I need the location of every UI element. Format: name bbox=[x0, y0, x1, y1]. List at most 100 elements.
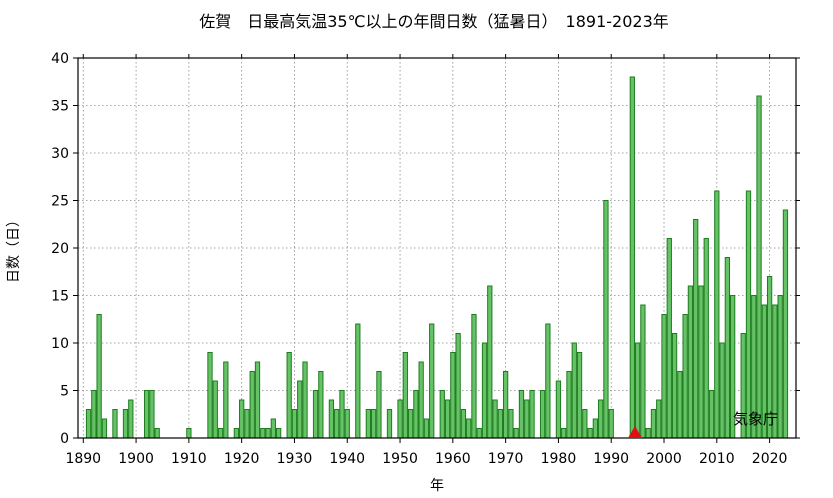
bar-1919 bbox=[233, 428, 240, 439]
bar-1940 bbox=[344, 409, 350, 439]
y-tick-label: 0 bbox=[60, 431, 69, 447]
bar-1994 bbox=[629, 76, 635, 439]
bar-1916 bbox=[217, 428, 224, 439]
x-tick-label: 1900 bbox=[118, 451, 154, 467]
bar-1989 bbox=[603, 200, 609, 439]
x-tick-label: 1890 bbox=[65, 451, 101, 467]
bar-2001 bbox=[666, 238, 672, 439]
y-tick-label: 35 bbox=[51, 99, 69, 115]
bar-1902 bbox=[143, 390, 150, 439]
bar-1969 bbox=[497, 409, 503, 439]
x-tick-label: 1950 bbox=[382, 451, 418, 467]
bar-1910 bbox=[186, 428, 192, 439]
bar-1920 bbox=[239, 399, 245, 439]
bar-1988 bbox=[598, 399, 604, 439]
bar-1956 bbox=[429, 323, 435, 439]
y-tick-label: 15 bbox=[51, 289, 69, 305]
bar-1977 bbox=[539, 390, 546, 439]
bar-1960 bbox=[450, 352, 456, 439]
bar-1984 bbox=[576, 352, 583, 439]
chart-title: 佐賀 日最高気温35℃以上の年間日数（猛暑日） 1891-2023年 bbox=[199, 12, 669, 31]
bar-2016 bbox=[745, 190, 752, 439]
bar-1898 bbox=[122, 409, 129, 439]
bar-1932 bbox=[302, 361, 308, 439]
bar-1961 bbox=[455, 333, 461, 439]
bar-1978 bbox=[545, 323, 551, 439]
bar-1999 bbox=[656, 399, 662, 439]
bar-1896 bbox=[112, 409, 118, 439]
bar-2003 bbox=[677, 371, 683, 439]
bar-1942 bbox=[355, 323, 361, 439]
bar-1990 bbox=[608, 409, 614, 439]
bar-1968 bbox=[492, 399, 498, 439]
bar-2007 bbox=[698, 285, 704, 439]
y-tick-label: 5 bbox=[60, 384, 69, 400]
bar-1955 bbox=[423, 418, 430, 439]
bar-2018 bbox=[756, 95, 762, 439]
bar-1998 bbox=[650, 409, 657, 439]
bar-1975 bbox=[529, 390, 535, 439]
bar-1959 bbox=[444, 399, 451, 439]
bar-1997 bbox=[645, 428, 651, 439]
x-tick-label: 1990 bbox=[593, 451, 629, 467]
bar-2022 bbox=[777, 295, 783, 439]
bars bbox=[85, 76, 789, 439]
bar-1914 bbox=[207, 352, 213, 439]
bar-1945 bbox=[371, 409, 377, 439]
bar-1970 bbox=[502, 371, 509, 439]
bar-1948 bbox=[386, 409, 393, 439]
bar-1894 bbox=[101, 418, 108, 439]
bar-1981 bbox=[561, 428, 567, 439]
x-tick-label: 1920 bbox=[224, 451, 260, 467]
x-tick-label: 1980 bbox=[541, 451, 577, 467]
bar-1923 bbox=[254, 361, 261, 439]
bar-2000 bbox=[661, 314, 667, 439]
bar-1966 bbox=[481, 342, 488, 439]
bar-1891 bbox=[85, 409, 92, 439]
bar-1963 bbox=[466, 418, 472, 439]
bar-1965 bbox=[476, 428, 482, 439]
bar-1973 bbox=[518, 390, 525, 439]
bar-1931 bbox=[297, 380, 303, 439]
markers bbox=[627, 426, 642, 438]
bar-1937 bbox=[328, 399, 335, 439]
x-tick-label: 2000 bbox=[646, 451, 682, 467]
y-tick-label: 30 bbox=[51, 146, 69, 162]
bar-1925 bbox=[265, 428, 271, 439]
bar-1915 bbox=[212, 380, 218, 439]
bar-1958 bbox=[439, 390, 445, 439]
y-tick-label: 20 bbox=[51, 241, 69, 257]
bar-1967 bbox=[487, 285, 493, 439]
x-tick-label: 2020 bbox=[752, 451, 788, 467]
x-axis: 1890 1900 1910 1920 1930 1940 1950 1960 1970 1980… bbox=[65, 54, 787, 467]
x-axis-label: 年 bbox=[430, 478, 444, 494]
bar-1927 bbox=[275, 428, 282, 439]
y-tick-label: 40 bbox=[51, 51, 69, 67]
bar-1922 bbox=[249, 371, 255, 439]
bar-1899 bbox=[128, 399, 134, 439]
x-tick-label: 1930 bbox=[277, 451, 313, 467]
bar-1944 bbox=[365, 409, 372, 439]
bar-2002 bbox=[671, 333, 678, 439]
bar-1921 bbox=[244, 409, 250, 439]
bar-1972 bbox=[513, 428, 519, 439]
bar-1935 bbox=[318, 371, 324, 439]
bar-1892 bbox=[91, 390, 97, 439]
bar-1939 bbox=[339, 390, 345, 439]
bar-1924 bbox=[260, 428, 266, 439]
bar-2004 bbox=[682, 314, 688, 439]
x-tick-label: 1970 bbox=[488, 451, 524, 467]
y-tick-label: 25 bbox=[51, 194, 69, 210]
source-credit: 気象庁 bbox=[733, 410, 778, 428]
y-tick-label: 10 bbox=[51, 336, 69, 352]
bar-1985 bbox=[582, 409, 588, 439]
bar-1917 bbox=[223, 361, 229, 439]
bar-1987 bbox=[592, 418, 599, 439]
y-axis: 0 5 10 15 20 25 30 35 40 bbox=[51, 51, 800, 447]
bar-1904 bbox=[154, 428, 160, 439]
bar-2009 bbox=[708, 390, 715, 439]
bar-1974 bbox=[524, 399, 530, 439]
x-tick-label: 1940 bbox=[329, 451, 365, 467]
bar-2008 bbox=[703, 238, 709, 439]
